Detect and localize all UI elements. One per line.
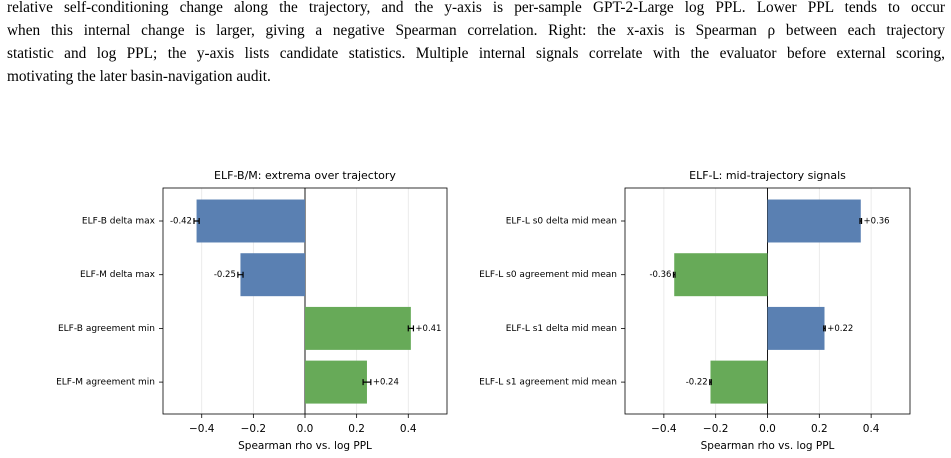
x-axis-label: Spearman rho vs. log PPL	[701, 440, 835, 452]
error-bar	[407, 325, 415, 332]
error-bar	[237, 271, 244, 278]
y-tick-label: ELF-B delta max	[82, 217, 156, 227]
caption-line: statistic and log PPL; the y-axis lists …	[7, 45, 945, 62]
error-bar	[672, 271, 676, 278]
value-label: -0.25	[214, 270, 236, 280]
error-bar	[823, 325, 826, 332]
bar	[305, 360, 367, 404]
caption: relative self-conditioning change along …	[7, 0, 945, 88]
x-tick-label: 0.4	[863, 423, 880, 435]
y-tick-label: ELF-L s1 agreement mid mean	[479, 378, 617, 388]
x-tick-label: 0.2	[811, 423, 828, 435]
caption-line: relative self-conditioning change along …	[7, 0, 945, 16]
value-label: -0.36	[649, 270, 671, 280]
caption-line: motivating the later basin-navigation au…	[7, 68, 271, 85]
bar	[767, 306, 825, 350]
value-label: +0.41	[415, 324, 441, 334]
bar	[305, 306, 411, 350]
error-bar	[859, 218, 863, 224]
x-tick-label: 0.2	[348, 423, 365, 435]
x-tick-label: 0.4	[400, 423, 417, 435]
bar	[710, 360, 768, 404]
y-tick-label: ELF-L s0 agreement mid mean	[479, 270, 617, 280]
y-tick-label: ELF-L s1 delta mid mean	[506, 324, 617, 334]
bar	[240, 253, 305, 297]
value-label: +0.22	[827, 324, 853, 334]
axes-frame	[162, 187, 448, 415]
x-tick-label: −0.2	[241, 423, 267, 435]
caption-line: when this internal change is larger, giv…	[7, 22, 945, 39]
axes-frame	[624, 187, 911, 415]
x-tick-label: 0.0	[297, 423, 314, 435]
error-bar	[709, 379, 712, 386]
error-bar	[193, 218, 200, 224]
chart-title: ELF-L: mid-trajectory signals	[689, 169, 846, 182]
x-axis-label: Spearman rho vs. log PPL	[238, 440, 372, 452]
bar	[674, 253, 768, 297]
value-label: -0.42	[170, 217, 192, 227]
y-tick-label: ELF-M delta max	[80, 270, 156, 280]
bar	[196, 199, 305, 243]
chart-title: ELF-B/M: extrema over trajectory	[214, 169, 396, 182]
y-tick-label: ELF-M agreement min	[56, 378, 155, 388]
x-tick-label: −0.2	[703, 423, 729, 435]
y-tick-label: ELF-L s0 delta mid mean	[506, 217, 617, 227]
value-label: +0.24	[373, 378, 399, 388]
value-label: +0.36	[864, 217, 890, 227]
x-tick-label: −0.4	[651, 423, 677, 435]
x-tick-label: 0.0	[759, 423, 776, 435]
y-tick-label: ELF-B agreement min	[58, 324, 155, 334]
value-label: -0.22	[686, 378, 708, 388]
x-tick-label: −0.4	[189, 423, 215, 435]
bar	[767, 199, 861, 243]
error-bar	[362, 379, 372, 386]
